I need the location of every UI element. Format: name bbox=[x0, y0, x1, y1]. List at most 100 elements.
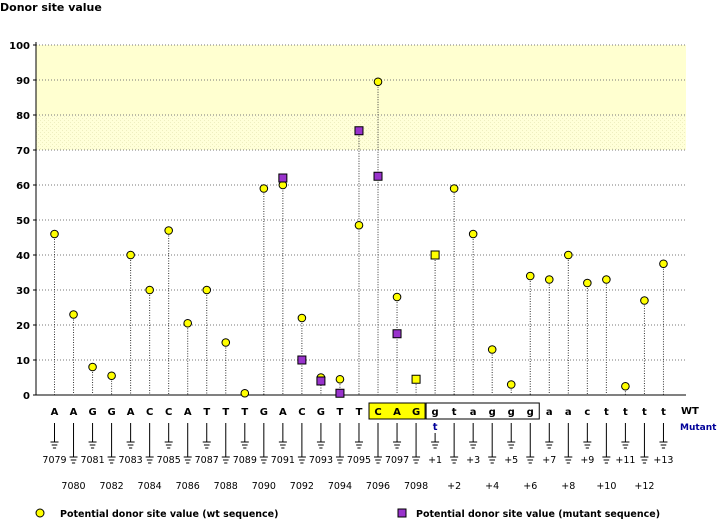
base-letter: A bbox=[279, 407, 287, 418]
wt-point bbox=[183, 318, 193, 328]
mutant-point bbox=[354, 126, 364, 136]
row-label-wt: WT bbox=[681, 406, 699, 417]
base-letter: A bbox=[127, 407, 135, 418]
mutant-point bbox=[297, 355, 307, 365]
legend-wt-label: Potential donor site value (wt sequence) bbox=[60, 509, 278, 520]
base-letter: t bbox=[623, 407, 628, 418]
wt-point bbox=[335, 374, 345, 384]
position-label: 7092 bbox=[290, 481, 314, 492]
base-letter: G bbox=[412, 407, 420, 418]
chart-title: Donor site value bbox=[0, 1, 102, 14]
position-label: +10 bbox=[596, 481, 616, 492]
position-label: 7083 bbox=[119, 455, 143, 466]
wt-point bbox=[107, 371, 116, 381]
wt-point bbox=[602, 275, 611, 284]
markers bbox=[50, 77, 668, 398]
base-letter: A bbox=[393, 407, 401, 418]
position-label: 7082 bbox=[99, 481, 123, 492]
base-letter: g bbox=[432, 407, 439, 418]
base-letter: G bbox=[88, 407, 96, 418]
position-label: +9 bbox=[580, 455, 594, 466]
legend-mutant-marker bbox=[397, 508, 407, 518]
base-letter: C bbox=[165, 407, 172, 418]
intron-box bbox=[425, 402, 540, 420]
position-label: 7094 bbox=[328, 481, 352, 492]
legend-wt-marker bbox=[35, 508, 45, 518]
base-letter: t bbox=[642, 407, 647, 418]
wt-point bbox=[621, 381, 630, 391]
mutant-point bbox=[430, 250, 440, 260]
wt-point bbox=[88, 362, 97, 372]
wt-point bbox=[164, 226, 173, 235]
position-label: 7085 bbox=[157, 455, 181, 466]
position-label: 7088 bbox=[214, 481, 238, 492]
mutant-point bbox=[411, 374, 421, 384]
mutant-point bbox=[373, 171, 383, 181]
y-axis: 0 10 20 30 40 50 60 70 80 90 100 bbox=[9, 41, 686, 402]
wt-point bbox=[297, 313, 307, 323]
position-label: 7097 bbox=[385, 455, 409, 466]
mutant-point bbox=[316, 376, 326, 386]
wt-point bbox=[69, 310, 78, 319]
base-letter: G bbox=[317, 407, 325, 418]
position-labels: 7079 7080 7081 7082 7083 7084 7085 7086 7087 7088… bbox=[42, 423, 673, 492]
position-label: 7098 bbox=[404, 481, 428, 492]
wt-point bbox=[449, 184, 459, 193]
position-label: 7084 bbox=[138, 481, 162, 492]
position-label: +2 bbox=[447, 481, 461, 492]
row-label-mutant: Mutant bbox=[680, 423, 717, 433]
position-label: +1 bbox=[428, 455, 442, 466]
base-letter: c bbox=[584, 407, 590, 418]
wt-point bbox=[640, 296, 649, 305]
base-letter: G bbox=[107, 407, 115, 418]
base-letter: g bbox=[489, 407, 496, 418]
position-label: 7087 bbox=[195, 455, 219, 466]
position-label: 7096 bbox=[366, 481, 390, 492]
wt-point bbox=[221, 338, 231, 347]
wt-point bbox=[487, 345, 497, 354]
position-label: 7086 bbox=[176, 481, 200, 492]
exon-box bbox=[368, 402, 426, 420]
mutant-point bbox=[335, 388, 345, 398]
base-letter: C bbox=[374, 407, 381, 418]
y-tick-label: 40 bbox=[16, 251, 30, 262]
wt-point bbox=[50, 229, 59, 239]
wt-point bbox=[145, 285, 154, 295]
position-label: +6 bbox=[523, 481, 537, 492]
wt-point bbox=[583, 278, 592, 288]
gridlines bbox=[36, 44, 686, 361]
base-letter: T bbox=[241, 407, 248, 418]
wt-point bbox=[240, 388, 250, 398]
y-tick-label: 80 bbox=[16, 111, 30, 122]
y-tick-label: 100 bbox=[9, 41, 30, 52]
base-letter: C bbox=[298, 407, 305, 418]
position-label: +8 bbox=[561, 481, 575, 492]
position-label: 7093 bbox=[309, 455, 333, 466]
base-letter: t bbox=[604, 407, 609, 418]
base-letter: A bbox=[184, 407, 192, 418]
base-letter: a bbox=[546, 407, 553, 418]
wt-point bbox=[202, 285, 212, 295]
position-label: +3 bbox=[466, 455, 480, 466]
wt-point bbox=[525, 271, 535, 281]
wt-point bbox=[354, 220, 364, 230]
position-label: 7091 bbox=[271, 455, 295, 466]
wt-point bbox=[659, 259, 668, 269]
base-letter: t bbox=[661, 407, 666, 418]
y-tick-label: 30 bbox=[16, 286, 30, 297]
y-tick-label: 10 bbox=[16, 356, 30, 367]
position-label: 7079 bbox=[42, 455, 66, 466]
base-letter: G bbox=[260, 407, 268, 418]
position-label: +13 bbox=[653, 455, 673, 466]
base-letter: T bbox=[337, 407, 344, 418]
position-label: 7081 bbox=[80, 455, 104, 466]
legend: Potential donor site value (wt sequence)… bbox=[35, 508, 660, 520]
y-tick-label: 70 bbox=[16, 146, 30, 157]
y-tick-label: 0 bbox=[23, 391, 30, 402]
position-label: 7090 bbox=[252, 481, 276, 492]
y-tick-label: 50 bbox=[16, 216, 30, 227]
wt-point bbox=[392, 292, 402, 302]
base-letter: a bbox=[470, 407, 477, 418]
position-label: 7080 bbox=[61, 481, 85, 492]
